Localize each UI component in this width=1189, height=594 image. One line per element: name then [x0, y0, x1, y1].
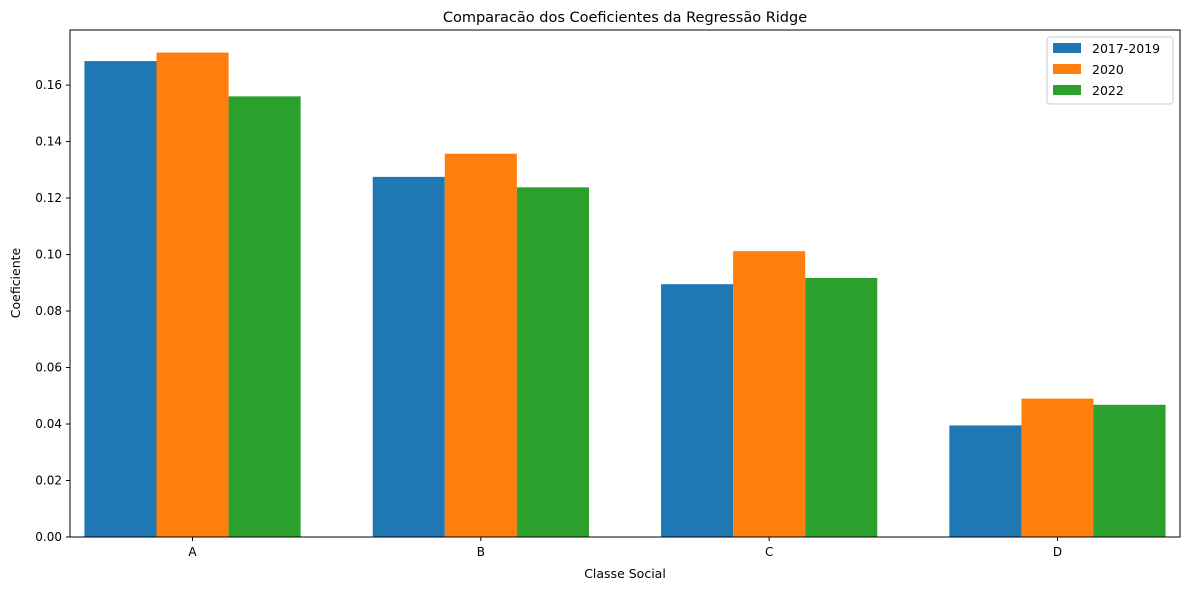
- bar-2020-B: [444, 153, 517, 537]
- legend-label-2020: 2020: [1092, 62, 1124, 77]
- x-axis-label: Classe Social: [584, 566, 666, 581]
- bar-2017-2019-B: [372, 176, 445, 538]
- y-tick-label: 0.00: [35, 530, 62, 544]
- bar-2022-A: [228, 96, 301, 538]
- y-tick-label: 0.12: [35, 191, 62, 205]
- bar-2020-C: [733, 251, 806, 537]
- legend: 2017-2019 2020 2022: [1046, 36, 1174, 105]
- y-tick-label: 0.08: [35, 304, 62, 318]
- bar-2022-D: [1093, 404, 1166, 537]
- legend-swatch-2020: [1053, 64, 1081, 74]
- x-tick-label: B: [477, 545, 485, 559]
- x-tick-label: D: [1053, 545, 1062, 559]
- legend-swatch-2022: [1053, 85, 1081, 95]
- plot-frame: [69, 29, 1181, 538]
- plot-area: A B C D 0.00 0.02 0.04 0.06 0.08 0.10 0.12 0.14 0.16: [35, 52, 1166, 559]
- bar-2017-2019-A: [84, 61, 157, 537]
- y-tick-label: 0.16: [35, 78, 62, 92]
- bar-2017-2019-C: [661, 284, 734, 537]
- bar-2020-D: [1021, 398, 1094, 537]
- y-tick-label: 0.06: [35, 361, 62, 375]
- legend-label-2017-2019: 2017-2019: [1092, 41, 1160, 56]
- bar-2022-B: [516, 187, 589, 537]
- chart-title: Comparacão dos Coeficientes da Regressão…: [443, 10, 807, 26]
- x-tick-label: A: [188, 545, 197, 559]
- y-tick-label: 0.04: [35, 417, 62, 431]
- legend-swatch-2017-2019: [1053, 43, 1081, 53]
- bar-2022-C: [805, 277, 878, 537]
- legend-label-2022: 2022: [1092, 83, 1124, 98]
- y-tick-label: 0.02: [35, 474, 62, 488]
- bar-2017-2019-D: [949, 425, 1022, 537]
- y-tick-label: 0.10: [35, 248, 62, 262]
- y-axis-label: Coeficiente: [8, 247, 23, 318]
- bar-2020-A: [156, 52, 229, 537]
- y-tick-label: 0.14: [35, 135, 62, 149]
- x-tick-label: C: [765, 545, 773, 559]
